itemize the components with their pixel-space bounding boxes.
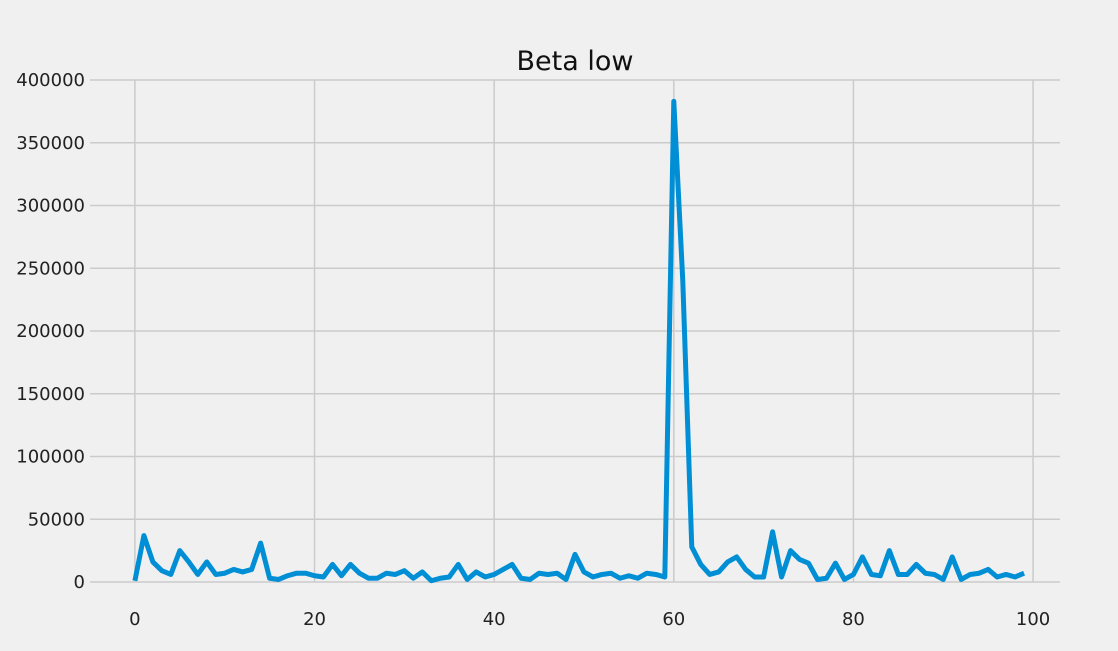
x-tick-label: 60 — [662, 609, 685, 630]
series-group — [132, 98, 1026, 584]
y-tick-label: 0 — [74, 572, 85, 593]
x-tick-label: 100 — [1016, 609, 1050, 630]
y-tick-label: 200000 — [16, 321, 85, 342]
x-tick-label: 40 — [483, 609, 506, 630]
grid — [90, 79, 1060, 583]
y-tick-label: 350000 — [16, 133, 85, 154]
y-tick-label: 250000 — [16, 258, 85, 279]
tick-labels: 0 50000 100000 150000 200000 250000 300000 3500… — [16, 70, 1050, 630]
chart-title: Beta low — [517, 46, 634, 77]
y-tick-label: 300000 — [16, 196, 85, 217]
x-tick-label: 0 — [129, 609, 140, 630]
series-line — [132, 98, 1026, 584]
y-tick-label: 400000 — [16, 70, 85, 91]
y-tick-label: 100000 — [16, 447, 85, 468]
x-tick-label: 20 — [303, 609, 326, 630]
y-tick-label: 50000 — [28, 509, 85, 530]
x-tick-label: 80 — [842, 609, 865, 630]
y-tick-label: 150000 — [16, 384, 85, 405]
